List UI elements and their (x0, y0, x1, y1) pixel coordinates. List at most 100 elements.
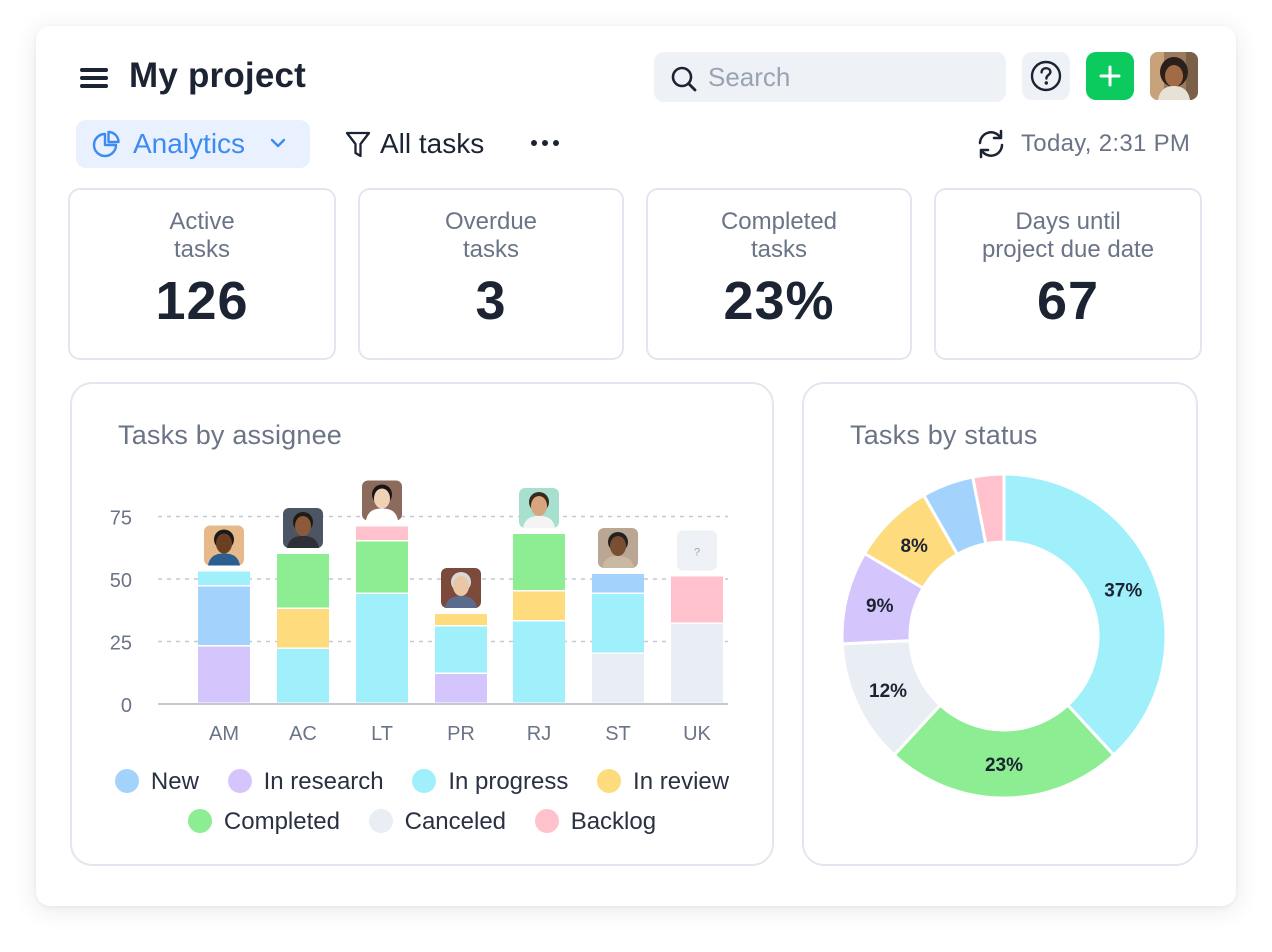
refresh-icon[interactable] (974, 128, 1008, 160)
stat-value: 3 (475, 271, 507, 331)
slice-label: 9% (866, 596, 894, 617)
bar-segment-st-in-progress[interactable] (592, 594, 644, 653)
bar-segment-uk-backlog[interactable] (671, 576, 723, 623)
y-tick-label: 0 (121, 695, 132, 717)
stat-card-overdue: Overdue tasks 3 (358, 188, 624, 360)
legend-label: Canceled (404, 808, 507, 835)
legend-dot (534, 809, 559, 833)
bar-segment-am-in-research[interactable] (198, 646, 250, 703)
search-input[interactable] (708, 61, 988, 93)
bar-segment-am-in-progress[interactable] (198, 571, 250, 586)
unassigned-avatar[interactable]: ? (677, 530, 717, 571)
pie-chart-icon (92, 130, 120, 158)
slice-label: 12% (869, 681, 907, 702)
donut-slice-completed[interactable] (892, 702, 1116, 800)
legend-label: In review (633, 768, 730, 795)
legend-dot (368, 809, 393, 833)
bar-segment-pr-in-progress[interactable] (435, 626, 487, 673)
slice-label: 23% (985, 755, 1023, 776)
add-button[interactable] (1086, 52, 1134, 100)
avatar-rj[interactable] (519, 488, 559, 528)
legend-dot (227, 769, 252, 793)
y-tick-label: 75 (110, 508, 132, 530)
slice-label: 8% (900, 536, 928, 557)
legend-item-in-progress: In progress (412, 768, 568, 796)
legend-dot (412, 769, 437, 793)
stat-card-completed: Completed tasks 23% (646, 188, 912, 360)
help-button[interactable] (1022, 52, 1070, 100)
stat-value: 23% (723, 271, 835, 331)
bar-segment-pr-in-research[interactable] (435, 674, 487, 703)
bar-segment-ac-completed[interactable] (277, 554, 329, 608)
avatar-st[interactable] (598, 528, 638, 568)
bar-segment-rj-in-progress[interactable] (513, 621, 565, 703)
stat-label: Days until project due date (981, 208, 1155, 263)
menu-icon[interactable] (80, 68, 108, 88)
more-icon[interactable] (530, 138, 560, 148)
bar-segment-rj-in-review[interactable] (513, 591, 565, 621)
search-box[interactable] (654, 52, 1006, 102)
bar-segment-lt-backlog[interactable] (356, 526, 408, 541)
chart-title: Tasks by status (850, 420, 1038, 450)
legend-dot (187, 809, 212, 833)
bar-segment-ac-in-review[interactable] (277, 609, 329, 648)
legend-row-2: Completed Canceled Backlog (72, 808, 772, 836)
dashboard-card: My project (36, 26, 1236, 906)
legend-row-1: New In research In progress In review (72, 768, 772, 796)
avatar-lt[interactable] (362, 480, 402, 521)
question-circle-icon (1030, 60, 1062, 92)
x-tick-label: UK (683, 723, 711, 745)
last-updated-time: Today, 2:31 PM (1021, 130, 1191, 157)
chart-title: Tasks by assignee (118, 420, 343, 450)
x-tick-label: AM (209, 723, 239, 745)
legend-label: New (150, 768, 199, 795)
bar-segment-uk-canceled[interactable] (671, 624, 723, 703)
x-tick-label: AC (289, 723, 317, 745)
plus-icon (1099, 65, 1121, 87)
stat-label: Active tasks (169, 208, 235, 263)
donut-slice-backlog[interactable] (970, 474, 1006, 546)
filter-label[interactable]: All tasks (380, 128, 485, 159)
filter-icon[interactable] (344, 130, 372, 160)
stat-card-days-left: Days until project due date 67 (934, 188, 1202, 360)
legend-item-canceled: Canceled (368, 808, 507, 836)
bar-segment-st-canceled[interactable] (592, 654, 644, 703)
bar-segment-rj-completed[interactable] (513, 534, 565, 590)
user-avatar[interactable] (1150, 52, 1198, 100)
legend-dot (114, 769, 139, 793)
bar-segment-ac-in-progress[interactable] (277, 649, 329, 703)
avatar-pr[interactable] (441, 568, 481, 608)
bar-segment-pr-in-review[interactable] (435, 614, 487, 625)
y-tick-label: 50 (110, 570, 132, 592)
y-tick-label: 25 (110, 633, 132, 655)
view-selector[interactable]: Analytics (76, 120, 310, 168)
legend-label: Completed (223, 808, 340, 835)
stat-label: Completed tasks (720, 208, 838, 263)
legend-label: Backlog (570, 808, 657, 835)
avatar-am[interactable] (204, 525, 244, 566)
legend-item-in-review: In review (597, 768, 729, 796)
bar-segment-am-new[interactable] (198, 586, 250, 646)
bar-segment-st-new[interactable] (592, 574, 644, 593)
x-tick-label: LT (371, 723, 393, 745)
search-icon (671, 66, 697, 92)
unassigned-label: ? (694, 547, 700, 559)
legend-label: In progress (448, 768, 569, 795)
avatar-ac[interactable] (283, 508, 323, 548)
stat-value: 126 (155, 271, 249, 331)
bar-segment-lt-in-progress[interactable] (356, 594, 408, 703)
view-label: Analytics (133, 128, 246, 159)
donut-slice-in-progress[interactable] (1002, 474, 1168, 758)
legend-item-backlog: Backlog (534, 808, 657, 836)
x-tick-label: RJ (527, 723, 551, 745)
x-tick-label: PR (447, 723, 475, 745)
legend-label: In research (263, 768, 384, 795)
chevron-down-icon (270, 138, 286, 148)
legend-item-new: New (114, 768, 199, 796)
assignee-chart-panel: Tasks by assignee 0 25 50 75 AM AC LT PR RJ ST UK?… (70, 382, 774, 866)
page-title: My project (129, 56, 307, 95)
status-donut-chart: 37% 23% 12% 9% 8% (840, 474, 1168, 800)
x-tick-label: ST (605, 723, 631, 745)
legend-item-in-research: In research (227, 768, 384, 796)
bar-segment-lt-completed[interactable] (356, 541, 408, 593)
